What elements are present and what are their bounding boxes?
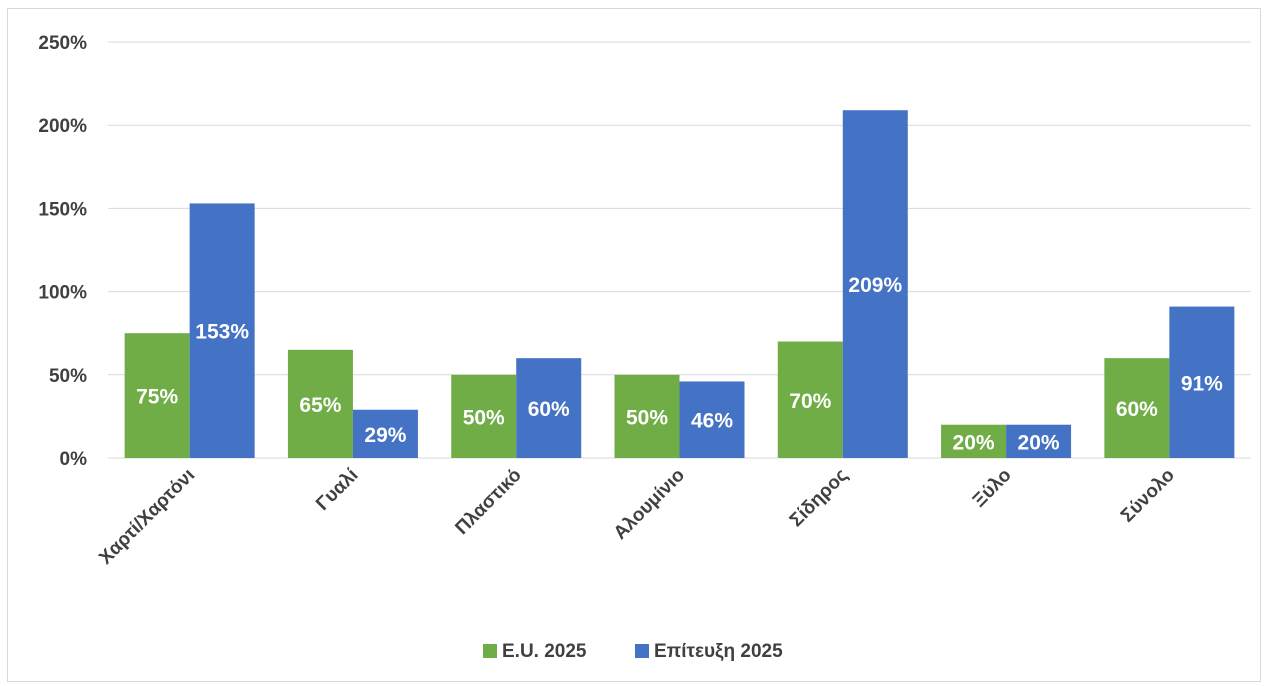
- bar-eu-2025: [451, 374, 517, 458]
- y-tick-label: 50%: [49, 366, 87, 387]
- legend-swatch: [483, 644, 497, 658]
- bars: [124, 110, 1235, 458]
- data-label: 91%: [1181, 372, 1223, 395]
- x-category-label: Πλαστικό: [451, 465, 525, 539]
- y-tick-label: 0%: [60, 449, 88, 470]
- bar-achievement-2025: [679, 381, 745, 458]
- bar-achievement-2025: [1006, 424, 1072, 458]
- data-label: 60%: [528, 398, 570, 421]
- y-tick-label: 100%: [38, 283, 87, 304]
- y-tick-label: 150%: [38, 199, 87, 220]
- bar-eu-2025: [124, 333, 190, 458]
- data-label: 75%: [136, 386, 178, 409]
- legend-label: Επίτευξη 2025: [654, 641, 783, 662]
- bar-eu-2025: [614, 374, 680, 458]
- data-label: 29%: [364, 424, 406, 447]
- x-axis-categories: Χαρτί/Χαρτόνι Γυαλί Πλαστικό Αλουμίνιο Σίδηρ…: [95, 465, 1179, 569]
- bar-eu-2025: [941, 424, 1007, 458]
- bar-achievement-2025: [516, 358, 582, 458]
- data-label: 20%: [953, 431, 995, 454]
- legend-swatch: [635, 644, 649, 658]
- data-label: 209%: [848, 274, 902, 297]
- y-tick-label: 200%: [38, 116, 87, 137]
- data-label: 50%: [463, 406, 505, 429]
- legend: E.U. 2025 Επίτευξη 2025: [483, 641, 783, 662]
- data-label: 60%: [1116, 398, 1158, 421]
- bar-eu-2025: [1104, 358, 1170, 458]
- x-category-label: Σύνολο: [1117, 465, 1179, 527]
- data-label: 50%: [626, 406, 668, 429]
- bar-achievement-2025: [1169, 306, 1235, 458]
- bar-achievement-2025: [189, 203, 255, 458]
- data-label: 46%: [691, 410, 733, 433]
- x-category-label: Σίδηρος: [786, 465, 853, 532]
- bar-eu-2025: [777, 341, 843, 458]
- legend-label: E.U. 2025: [502, 641, 587, 662]
- x-category-label: Ξύλο: [969, 465, 1016, 512]
- x-category-label: Χαρτί/Χαρτόνι: [95, 465, 199, 569]
- y-tick-label: 250%: [38, 33, 87, 54]
- x-category-label: Αλουμίνιο: [610, 465, 689, 544]
- data-label: 20%: [1018, 431, 1060, 454]
- data-label: 153%: [195, 321, 249, 344]
- bar-achievement-2025: [352, 409, 418, 458]
- data-label: 65%: [299, 394, 341, 417]
- y-axis-ticks: 0% 50% 100% 150% 200% 250%: [38, 33, 87, 470]
- bar-achievement-2025: [842, 110, 908, 458]
- x-category-label: Γυαλί: [312, 465, 362, 515]
- data-labels: 75% 65% 50% 50% 70% 20% 60% 153% 29% 60% 46% 209% 20…: [136, 274, 1223, 454]
- bar-eu-2025: [287, 349, 353, 458]
- data-label: 70%: [789, 390, 831, 413]
